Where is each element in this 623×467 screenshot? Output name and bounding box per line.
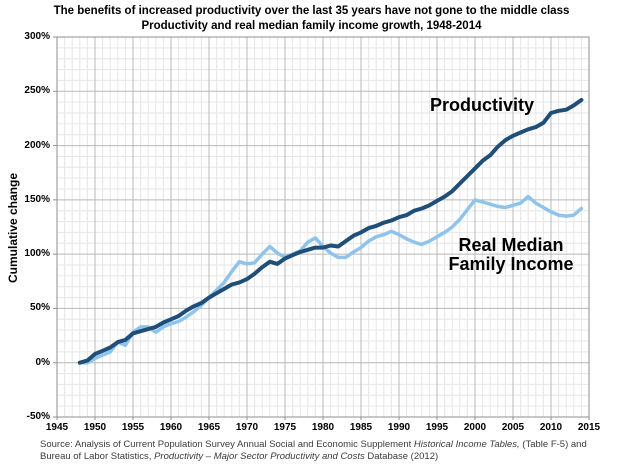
y-tick-label: 0%	[35, 356, 50, 368]
x-tick-label: 1985	[349, 422, 373, 433]
x-tick-label: 1965	[197, 422, 221, 433]
x-tick-label: 2010	[539, 422, 563, 433]
income-series-label-line1: Real Median	[458, 235, 564, 255]
y-tick-label: 50%	[29, 302, 50, 314]
y-tick-label: 200%	[24, 139, 50, 151]
x-tick-label: 2015	[577, 422, 601, 433]
source-text-segment: Source: Analysis of Current Population S…	[40, 439, 414, 450]
productivity-series-label: Productivity	[429, 95, 535, 115]
chart-title: The benefits of increased productivity o…	[53, 5, 570, 17]
x-tick-label: 1950	[83, 422, 107, 433]
source-text-segment: Bureau of Labor Statistics,	[40, 451, 155, 462]
x-tick-label: 1970	[235, 422, 259, 433]
income-series-label-line2: Family Income	[448, 254, 574, 274]
source-text-segment: (Table F-5) and	[519, 439, 587, 450]
source-italic-segment: Historical Income Tables,	[413, 439, 520, 450]
x-tick-label: 1960	[159, 422, 183, 433]
source-text-segment: Database (2012)	[364, 451, 439, 462]
source-note: Source: Analysis of Current Population S…	[40, 439, 615, 463]
income-series-label: Real Median Family Income	[426, 236, 596, 274]
x-tick-label: 1995	[425, 422, 449, 433]
source-note-line: Source: Analysis of Current Population S…	[40, 439, 615, 451]
x-tick-label: 1945	[45, 422, 69, 433]
income-line	[78, 194, 584, 365]
y-tick-label: 150%	[24, 193, 50, 205]
x-tick-label: 2005	[501, 422, 525, 433]
source-note-line: Bureau of Labor Statistics, Productivity…	[40, 451, 615, 463]
y-tick-label: 300%	[24, 31, 50, 42]
x-tick-label: 2000	[463, 422, 487, 433]
y-tick-label: 250%	[24, 85, 50, 97]
productivity-line	[77, 98, 584, 365]
source-italic-segment: Productivity – Major Sector Productivity…	[154, 451, 365, 462]
x-tick-label: 1975	[273, 422, 297, 433]
x-tick-label: 1955	[121, 422, 145, 433]
chart-subtitle: Productivity and real median family inco…	[141, 20, 482, 32]
x-tick-label: 1980	[311, 422, 335, 433]
x-tick-label: 1990	[387, 422, 411, 433]
y-tick-label: -50%	[26, 411, 50, 422]
y-tick-label: 100%	[24, 248, 50, 260]
